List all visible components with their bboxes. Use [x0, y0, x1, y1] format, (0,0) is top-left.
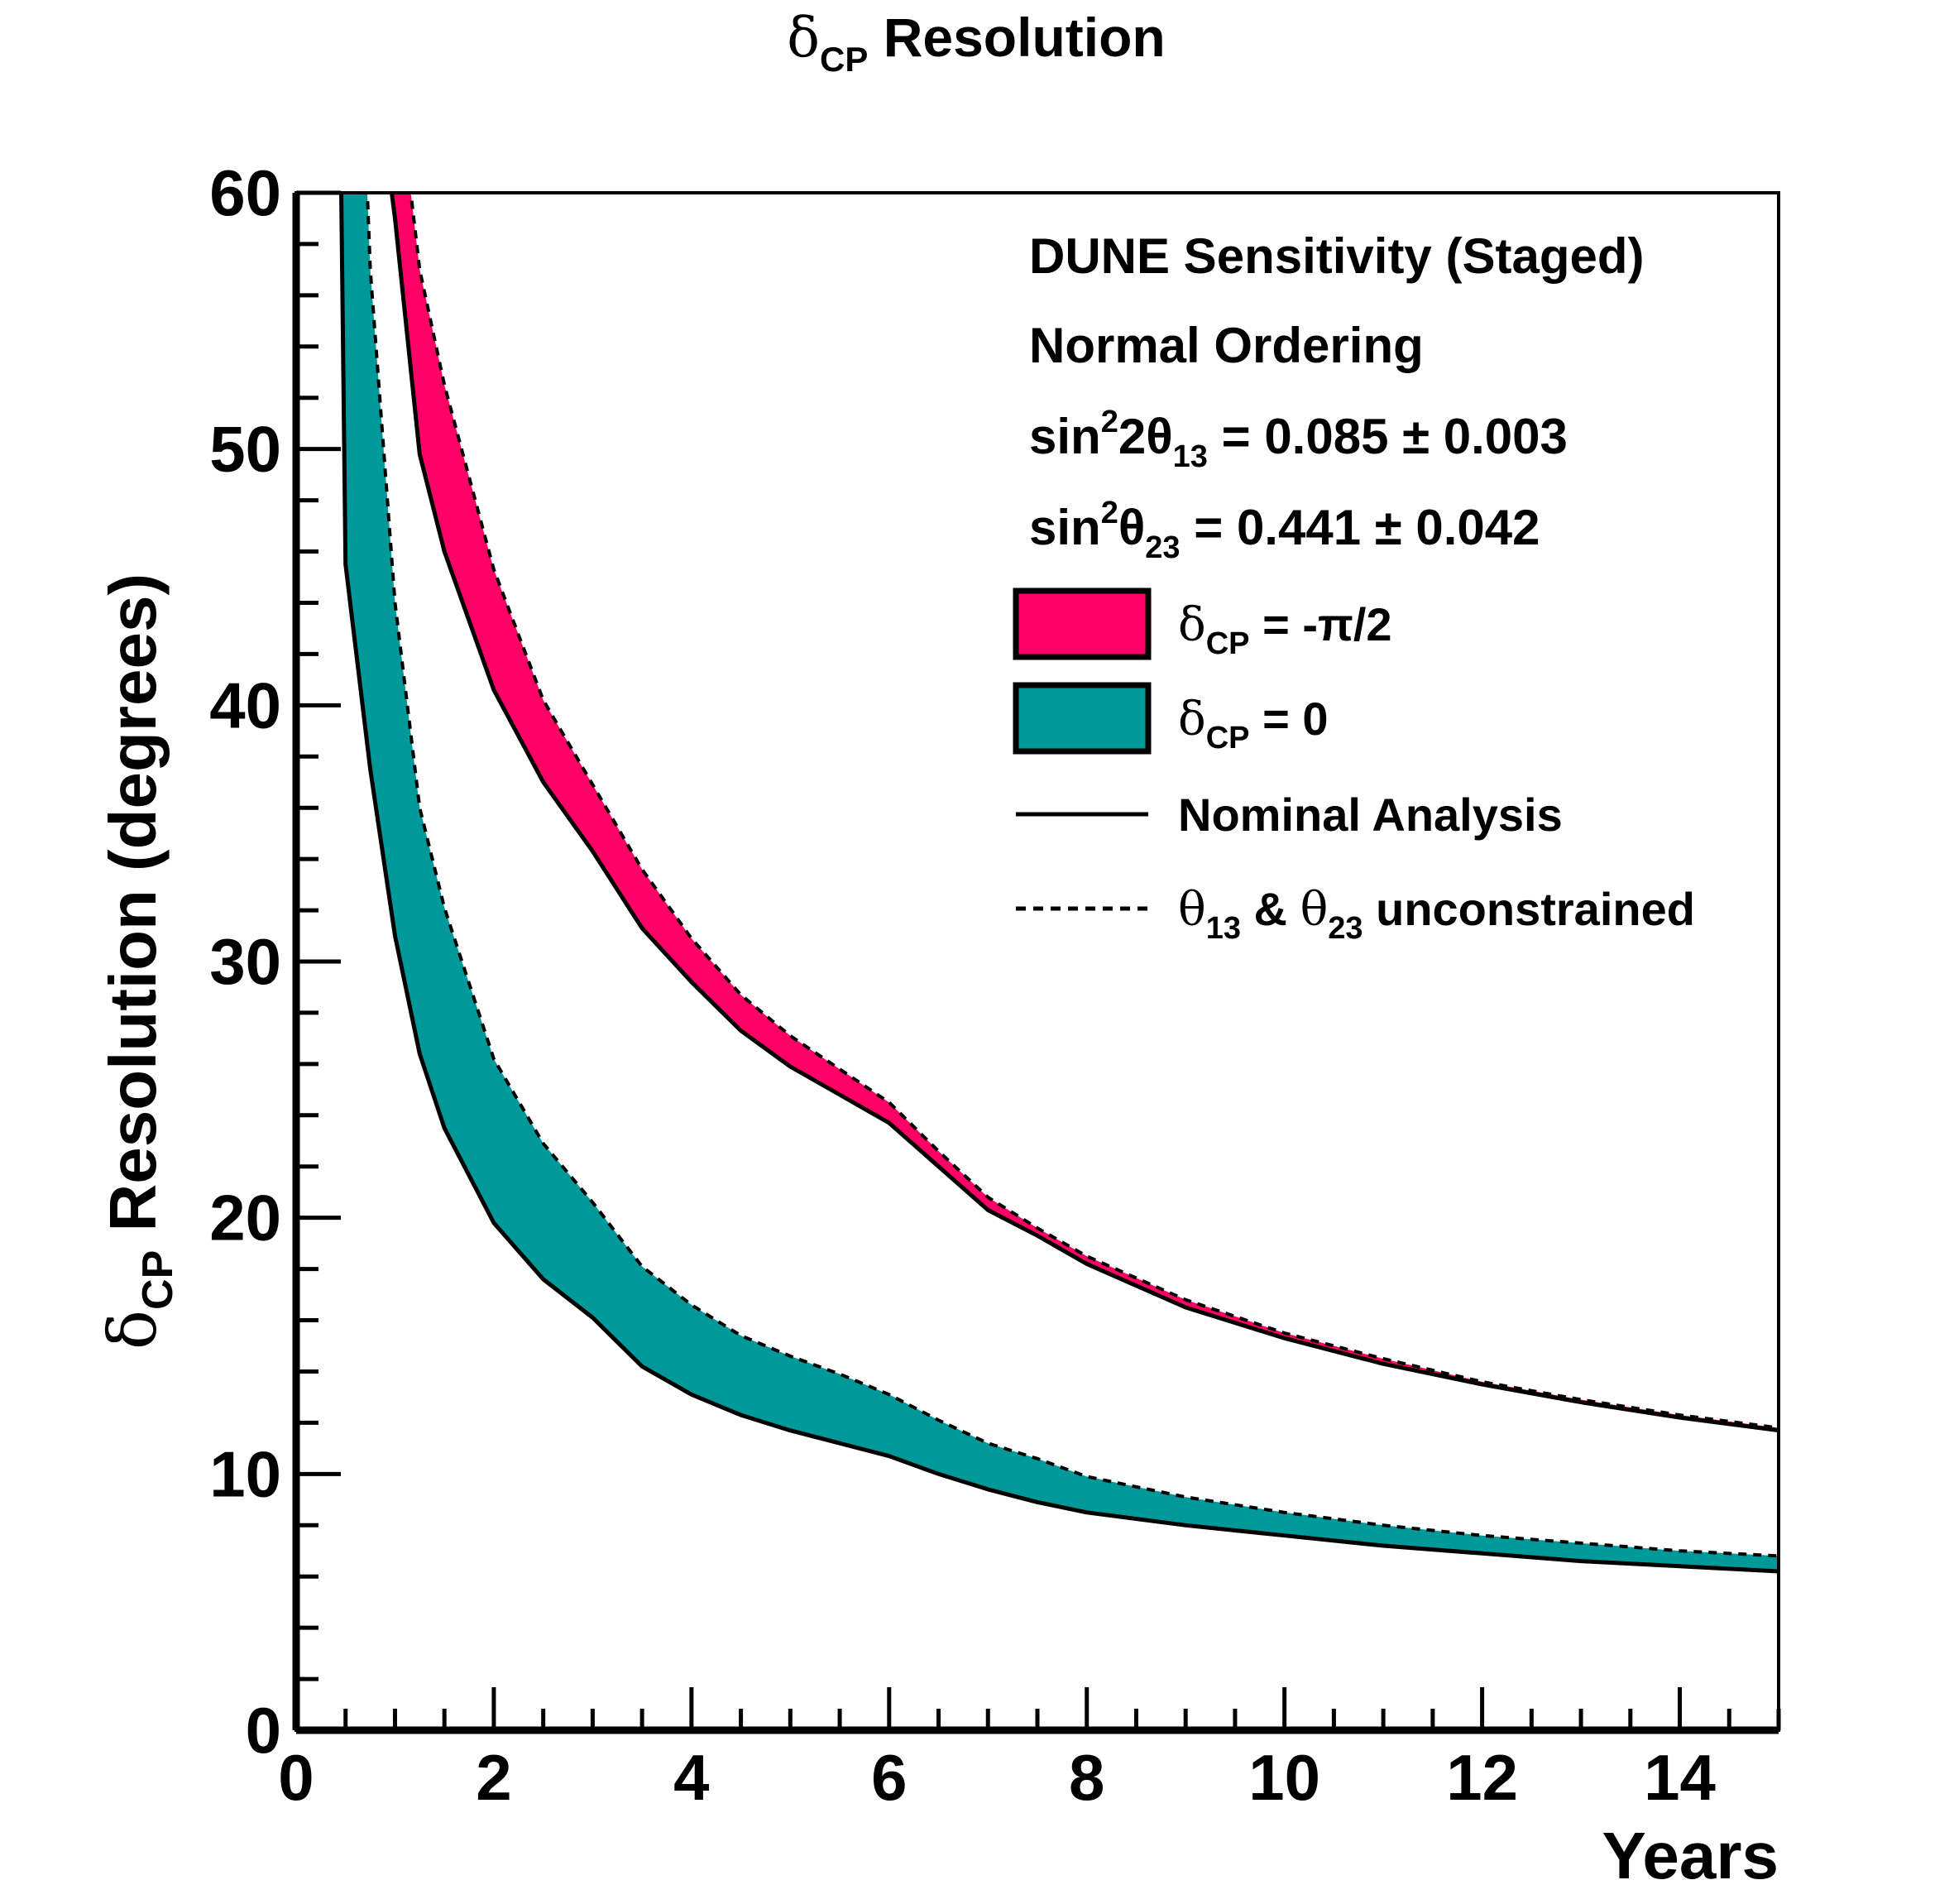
legend-label-nominal: Nominal Analysis [1178, 789, 1563, 841]
legend-label-teal-band: δCP = 0 [1178, 693, 1328, 755]
x-tick-label: 0 [278, 1741, 314, 1814]
y-axis-label-sub: CP [134, 1250, 182, 1310]
info-theta23-sup: 2 [1101, 496, 1118, 530]
x-tick-label: 12 [1446, 1741, 1518, 1814]
legend-unc-sub2: 23 [1328, 911, 1363, 946]
info-text: DUNE Sensitivity (Staged) Normal Orderin… [1029, 228, 1644, 565]
y-axis-label: δCP Resolution (degrees) [94, 573, 182, 1350]
info-theta13-sup: 2 [1101, 405, 1118, 439]
y-tick-label: 10 [209, 1437, 281, 1510]
info-line-theta23: sin2θ23 = 0.441 ± 0.042 [1029, 496, 1540, 565]
legend-unc-a: θ [1178, 883, 1206, 937]
y-tick-label: 20 [209, 1182, 281, 1254]
x-tick-label: 6 [871, 1741, 907, 1814]
teal-nominal-line [339, 193, 1779, 1574]
legend-unc-amp: & [1241, 883, 1300, 935]
info-theta23-a: sin [1029, 500, 1101, 555]
x-tick-label: 14 [1644, 1741, 1716, 1814]
chart-title-text [868, 7, 883, 68]
info-theta23-b: θ [1118, 500, 1145, 555]
y-tick-label: 0 [246, 1694, 281, 1767]
x-tick-label: 8 [1069, 1741, 1104, 1814]
legend-unc-c: unconstrained [1363, 883, 1695, 935]
y-axis-label-text: Resolution (degrees) [96, 573, 170, 1232]
legend-label-unconstrained: θ13 & θ23 unconstrained [1178, 883, 1695, 946]
y-tick-label: 40 [209, 669, 281, 741]
x-tick-label: 4 [673, 1741, 709, 1814]
info-theta13-b: 2θ [1118, 409, 1173, 464]
legend-red-sub: CP [1206, 626, 1250, 661]
info-theta13-sub: 13 [1173, 439, 1208, 474]
legend-swatch-red-band [1013, 588, 1152, 660]
info-theta23-c: = 0.441 ± 0.042 [1181, 500, 1540, 555]
legend-label-red-band: δCP = -π/2 [1178, 598, 1392, 661]
y-axis-label-symbol: δ [94, 1310, 171, 1350]
legend-unc-sub1: 13 [1206, 911, 1241, 946]
x-tick-label: 2 [476, 1741, 511, 1814]
y-axis-label-space [96, 1232, 170, 1250]
legend-teal-symbol: δ [1178, 693, 1206, 746]
legend-swatch-teal-band [1013, 682, 1152, 755]
axis-layer: 0 2 4 6 8 10 12 14 0 10 20 30 40 50 60 [209, 156, 1781, 1814]
y-tick-label: 60 [209, 156, 281, 229]
chart-title-text-main: Resolution [884, 7, 1166, 68]
legend-teal-text: = 0 [1250, 693, 1329, 745]
y-tick-label: 50 [209, 413, 281, 486]
info-theta23-sub: 23 [1145, 530, 1180, 565]
info-line-theta13: sin22θ13 = 0.085 ± 0.003 [1029, 405, 1568, 474]
legend-unc-b: θ [1300, 883, 1329, 937]
x-tick-label: 10 [1248, 1741, 1320, 1814]
chart-title: δCP Resolution [787, 6, 1165, 79]
info-theta13-c: = 0.085 ± 0.003 [1208, 409, 1568, 464]
x-axis-label: Years [1602, 1819, 1779, 1892]
info-theta13-a: sin [1029, 409, 1101, 464]
red-nominal-line [389, 193, 1779, 1433]
legend-red-symbol: δ [1178, 598, 1206, 652]
legend-red-text: = -π/2 [1250, 598, 1392, 650]
chart-title-sub: CP [820, 40, 868, 79]
red-unconstrained-line [409, 193, 1779, 1430]
teal-unconstrained-line [365, 193, 1779, 1558]
info-line-ordering: Normal Ordering [1029, 318, 1424, 373]
legend-teal-sub: CP [1206, 721, 1250, 755]
legend: δCP = -π/2 δCP = 0 Nominal Analysis θ13 … [1013, 588, 1695, 946]
y-tick-label: 30 [209, 925, 281, 998]
info-line-experiment: DUNE Sensitivity (Staged) [1029, 228, 1644, 284]
chart-title-symbol: δ [787, 6, 820, 70]
data-layer [339, 193, 1779, 1574]
